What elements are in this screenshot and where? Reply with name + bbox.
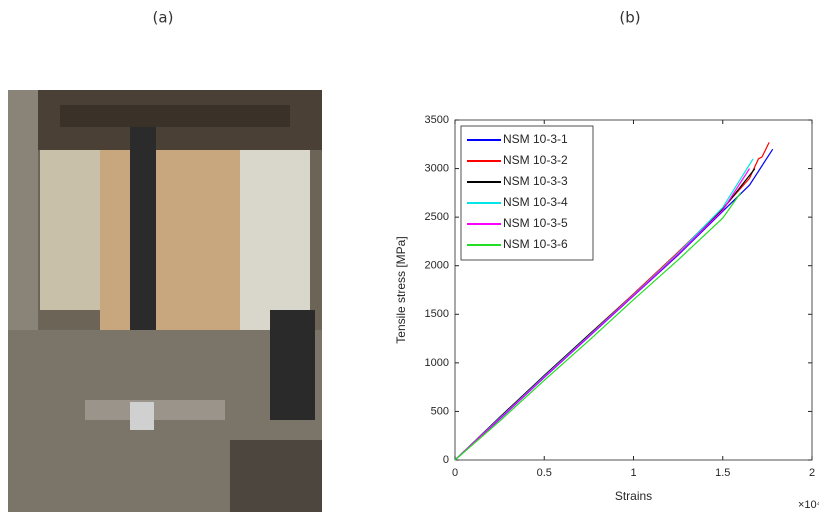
y-tick-label: 1000: [425, 357, 449, 369]
x-tick-label: 0: [452, 467, 458, 479]
y-tick-label: 3000: [425, 162, 449, 174]
legend-box: [460, 125, 594, 261]
series-line: [454, 192, 742, 461]
chart: 0 500 1000 1500 2000 2500 3000 3500 0 0.5 1 1.5 2 Str…: [394, 114, 819, 511]
y-axis-label: Tensile stress [MPa]: [394, 236, 408, 343]
y-tick-label: 3500: [425, 114, 449, 126]
x-tick-label: 2: [809, 467, 815, 479]
photo: [8, 90, 322, 512]
legend-label: NSM 10-3-4: [503, 195, 568, 209]
legend-label: NSM 10-3-1: [503, 132, 568, 146]
x-multiplier: ×10⁴: [798, 499, 819, 511]
legend-label: NSM 10-3-2: [503, 153, 568, 167]
y-tick-label: 1500: [425, 308, 449, 320]
x-tick-label: 0.5: [537, 467, 552, 479]
legend-label: NSM 10-3-3: [503, 174, 568, 188]
x-tick-label: 1.5: [715, 467, 730, 479]
x-axis-label: Strains: [615, 489, 652, 503]
x-tick-label: 1: [630, 467, 636, 479]
y-tick-label: 500: [431, 405, 449, 417]
y-tick-label: 2000: [425, 260, 449, 272]
panel-label: (b): [619, 9, 640, 27]
y-tick-label: 2500: [425, 211, 449, 223]
y-tick-label: 0: [443, 454, 449, 466]
legend-label: NSM 10-3-6: [503, 237, 568, 251]
series-line: [454, 168, 751, 461]
panel-label: (a): [153, 9, 174, 27]
legend-label: NSM 10-3-5: [503, 216, 568, 230]
